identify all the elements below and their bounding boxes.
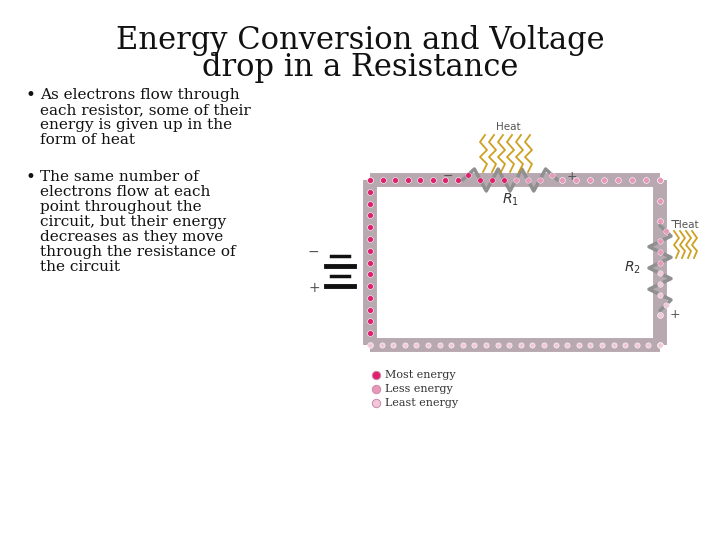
Text: $R_2$: $R_2$ xyxy=(624,260,640,276)
Text: decreases as they move: decreases as they move xyxy=(40,230,223,244)
Text: Most energy: Most energy xyxy=(385,370,456,380)
Text: Heat: Heat xyxy=(674,220,698,230)
Text: Heat: Heat xyxy=(495,122,521,132)
Text: circuit, but their energy: circuit, but their energy xyxy=(40,215,226,229)
Text: form of heat: form of heat xyxy=(40,133,135,147)
Text: −: − xyxy=(443,170,454,183)
Text: Less energy: Less energy xyxy=(385,384,453,394)
Text: through the resistance of: through the resistance of xyxy=(40,245,235,259)
Text: drop in a Resistance: drop in a Resistance xyxy=(202,52,518,83)
Text: The same number of: The same number of xyxy=(40,170,199,184)
Text: each resistor, some of their: each resistor, some of their xyxy=(40,103,251,117)
Text: point throughout the: point throughout the xyxy=(40,200,202,214)
Text: +: + xyxy=(567,170,577,183)
Text: −: − xyxy=(670,214,680,227)
Text: +: + xyxy=(670,308,680,321)
Text: +: + xyxy=(308,281,320,295)
Text: As electrons flow through: As electrons flow through xyxy=(40,88,240,102)
Text: Energy Conversion and Voltage: Energy Conversion and Voltage xyxy=(116,25,604,56)
Text: energy is given up in the: energy is given up in the xyxy=(40,118,232,132)
Text: the circuit: the circuit xyxy=(40,260,120,274)
Text: Least energy: Least energy xyxy=(385,398,458,408)
Text: •: • xyxy=(26,87,36,104)
Text: −: − xyxy=(308,245,320,259)
Text: •: • xyxy=(26,169,36,186)
Text: electrons flow at each: electrons flow at each xyxy=(40,185,210,199)
Text: $R_1$: $R_1$ xyxy=(502,192,518,208)
